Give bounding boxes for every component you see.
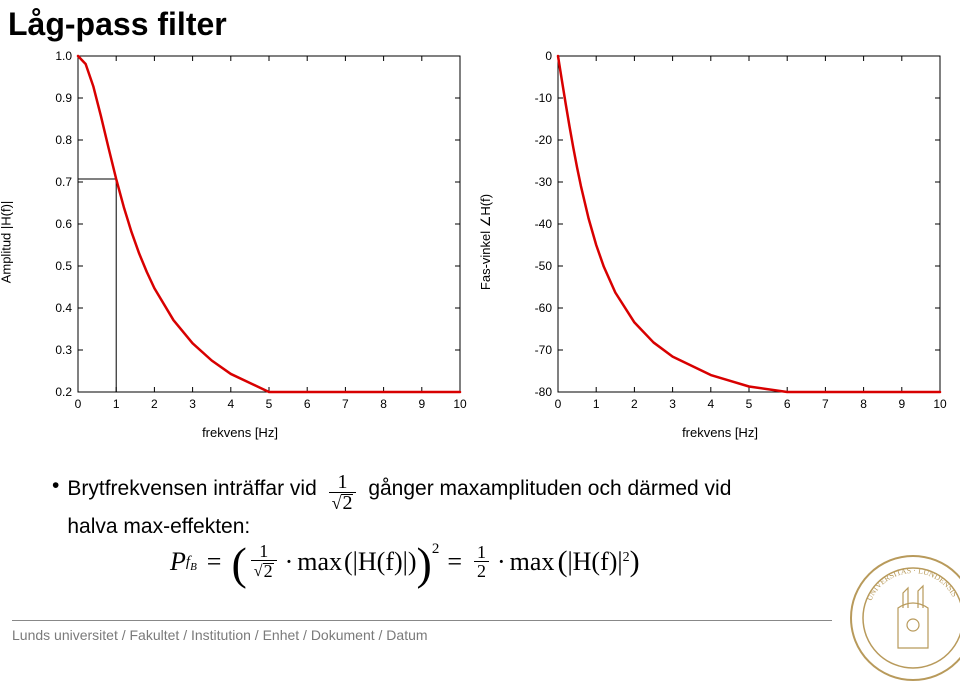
svg-text:10: 10 xyxy=(933,397,947,411)
svg-text:-60: -60 xyxy=(535,301,553,315)
svg-text:0.6: 0.6 xyxy=(55,217,72,231)
amplitude-chart: Amplitud |H(f)| 0 1 2 3 4 5 6 7 8 9 10 0.2 0.3 0.4 0.5… xyxy=(0,42,480,442)
svg-text:7: 7 xyxy=(342,397,349,411)
phase-xlabel: frekvens [Hz] xyxy=(682,425,758,440)
svg-text:5: 5 xyxy=(746,397,753,411)
svg-text:1.0: 1.0 xyxy=(55,49,72,63)
eq-arg-1: (|H(f)|) xyxy=(344,547,416,577)
eq-equals-2: = xyxy=(447,547,462,577)
phase-ylabel: Fas-vinkel ∠H(f) xyxy=(478,194,494,290)
svg-text:0.8: 0.8 xyxy=(55,133,72,147)
phase-plot: 0 1 2 3 4 5 6 7 8 9 10 -80 -70 -60 -50 -40 -30 -20 -10 0 xyxy=(520,48,950,420)
lparen-2: ( xyxy=(557,545,567,579)
svg-text:-80: -80 xyxy=(535,385,553,399)
rparen-2: ) xyxy=(630,545,640,579)
frac-den: √2 xyxy=(329,493,357,513)
eq-frac-1: 1 √2 xyxy=(251,542,277,581)
svg-text:9: 9 xyxy=(898,397,905,411)
eq-sq-2: 2 xyxy=(623,550,630,566)
svg-text:8: 8 xyxy=(380,397,387,411)
amplitude-plot: 0 1 2 3 4 5 6 7 8 9 10 0.2 0.3 0.4 0.5 0.6 0.7 0.8 0.9 1.0 xyxy=(40,48,470,420)
bullet: • xyxy=(52,472,59,500)
svg-text:6: 6 xyxy=(304,397,311,411)
svg-text:-20: -20 xyxy=(535,133,553,147)
svg-text:0: 0 xyxy=(75,397,82,411)
phase-chart: Fas-vinkel ∠H(f) 0 1 2 3 4 5 6 7 8 9 10 -80 -70 -60 -5… xyxy=(480,42,960,442)
lparen-1: ( xyxy=(231,545,246,583)
body-line2: halva max-effekten: xyxy=(67,515,250,538)
charts-row: Amplitud |H(f)| 0123456789100.20.30.40.5… xyxy=(0,42,960,442)
university-seal-icon: UNIVERSITAS · LUNDENSIS xyxy=(848,553,960,683)
eq-sq-1: 2 xyxy=(432,541,440,558)
svg-text:-10: -10 xyxy=(535,91,553,105)
body-before-frac: Brytfrekvensen inträffar vid xyxy=(67,477,316,500)
svg-text:5: 5 xyxy=(266,397,273,411)
svg-text:9: 9 xyxy=(418,397,425,411)
eq-dot-2: · xyxy=(497,547,506,577)
eq-frac-2: 1 2 xyxy=(474,543,489,580)
page-title: Låg-pass filter xyxy=(8,6,227,43)
svg-text:-30: -30 xyxy=(535,175,553,189)
svg-text:3: 3 xyxy=(669,397,676,411)
equation: P fB = ( 1 √2 · max (|H(f)|) ) 2 = 1 2 ·… xyxy=(170,542,640,581)
svg-text:-40: -40 xyxy=(535,217,553,231)
svg-text:6: 6 xyxy=(784,397,791,411)
svg-text:0.9: 0.9 xyxy=(55,91,72,105)
svg-text:0.2: 0.2 xyxy=(55,385,72,399)
svg-text:-70: -70 xyxy=(535,343,553,357)
svg-text:10: 10 xyxy=(453,397,467,411)
eq-max-2: max xyxy=(510,547,555,577)
svg-text:1: 1 xyxy=(593,397,600,411)
eq-max-1: max xyxy=(297,547,342,577)
eq-arg-2: |H(f)| xyxy=(567,547,622,577)
eq-dot-1: · xyxy=(285,547,294,577)
body-text: • Brytfrekvensen inträffar vid 1 √2 gång… xyxy=(52,472,902,541)
frac-num: 1 xyxy=(329,472,357,493)
svg-text:0.7: 0.7 xyxy=(55,175,72,189)
svg-text:-50: -50 xyxy=(535,259,553,273)
svg-text:0.4: 0.4 xyxy=(55,301,72,315)
svg-text:0.5: 0.5 xyxy=(55,259,72,273)
inline-fraction: 1 √2 xyxy=(329,472,357,513)
svg-text:4: 4 xyxy=(227,397,234,411)
footer: Lunds universitet / Fakultet / Instituti… xyxy=(12,620,832,643)
svg-text:4: 4 xyxy=(707,397,714,411)
svg-text:0: 0 xyxy=(545,49,552,63)
rparen-1: ) xyxy=(417,545,432,583)
amplitude-xlabel: frekvens [Hz] xyxy=(202,425,278,440)
svg-text:1: 1 xyxy=(113,397,120,411)
body-after-frac: gånger maxamplituden och därmed vid xyxy=(368,477,731,500)
svg-text:2: 2 xyxy=(631,397,638,411)
svg-text:0: 0 xyxy=(555,397,562,411)
eq-equals-1: = xyxy=(207,547,222,577)
amplitude-ylabel: Amplitud |H(f)| xyxy=(0,201,14,284)
svg-text:2: 2 xyxy=(151,397,158,411)
svg-text:0.3: 0.3 xyxy=(55,343,72,357)
svg-text:7: 7 xyxy=(822,397,829,411)
svg-text:3: 3 xyxy=(189,397,196,411)
eq-P: P xyxy=(170,547,186,577)
svg-text:8: 8 xyxy=(860,397,867,411)
